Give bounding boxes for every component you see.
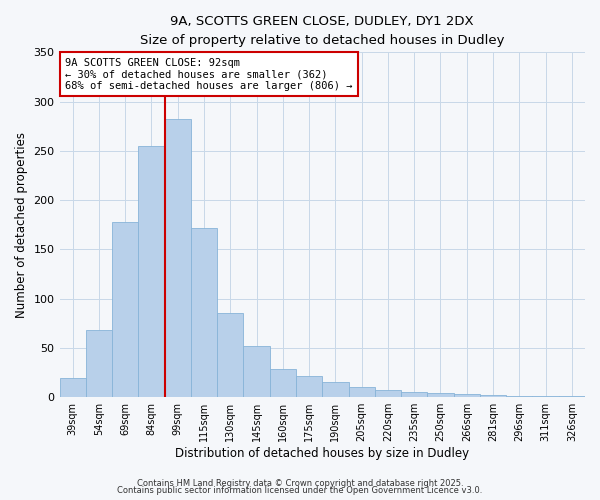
- Bar: [270, 368, 296, 397]
- Bar: [322, 382, 349, 397]
- Bar: [139, 146, 164, 397]
- Bar: [191, 228, 217, 397]
- Bar: [112, 222, 139, 397]
- Text: Contains public sector information licensed under the Open Government Licence v3: Contains public sector information licen…: [118, 486, 482, 495]
- X-axis label: Distribution of detached houses by size in Dudley: Distribution of detached houses by size …: [175, 447, 469, 460]
- Y-axis label: Number of detached properties: Number of detached properties: [15, 132, 28, 318]
- Bar: [427, 394, 454, 397]
- Bar: [296, 376, 322, 397]
- Bar: [164, 120, 191, 397]
- Bar: [217, 314, 244, 397]
- Bar: [559, 396, 585, 397]
- Bar: [59, 378, 86, 397]
- Bar: [86, 330, 112, 397]
- Bar: [506, 396, 532, 397]
- Text: 9A SCOTTS GREEN CLOSE: 92sqm
← 30% of detached houses are smaller (362)
68% of s: 9A SCOTTS GREEN CLOSE: 92sqm ← 30% of de…: [65, 58, 352, 90]
- Bar: [375, 390, 401, 397]
- Bar: [244, 346, 270, 397]
- Text: Contains HM Land Registry data © Crown copyright and database right 2025.: Contains HM Land Registry data © Crown c…: [137, 478, 463, 488]
- Title: 9A, SCOTTS GREEN CLOSE, DUDLEY, DY1 2DX
Size of property relative to detached ho: 9A, SCOTTS GREEN CLOSE, DUDLEY, DY1 2DX …: [140, 15, 505, 47]
- Bar: [349, 388, 375, 397]
- Bar: [401, 392, 427, 397]
- Bar: [454, 394, 480, 397]
- Bar: [480, 395, 506, 397]
- Bar: [532, 396, 559, 397]
